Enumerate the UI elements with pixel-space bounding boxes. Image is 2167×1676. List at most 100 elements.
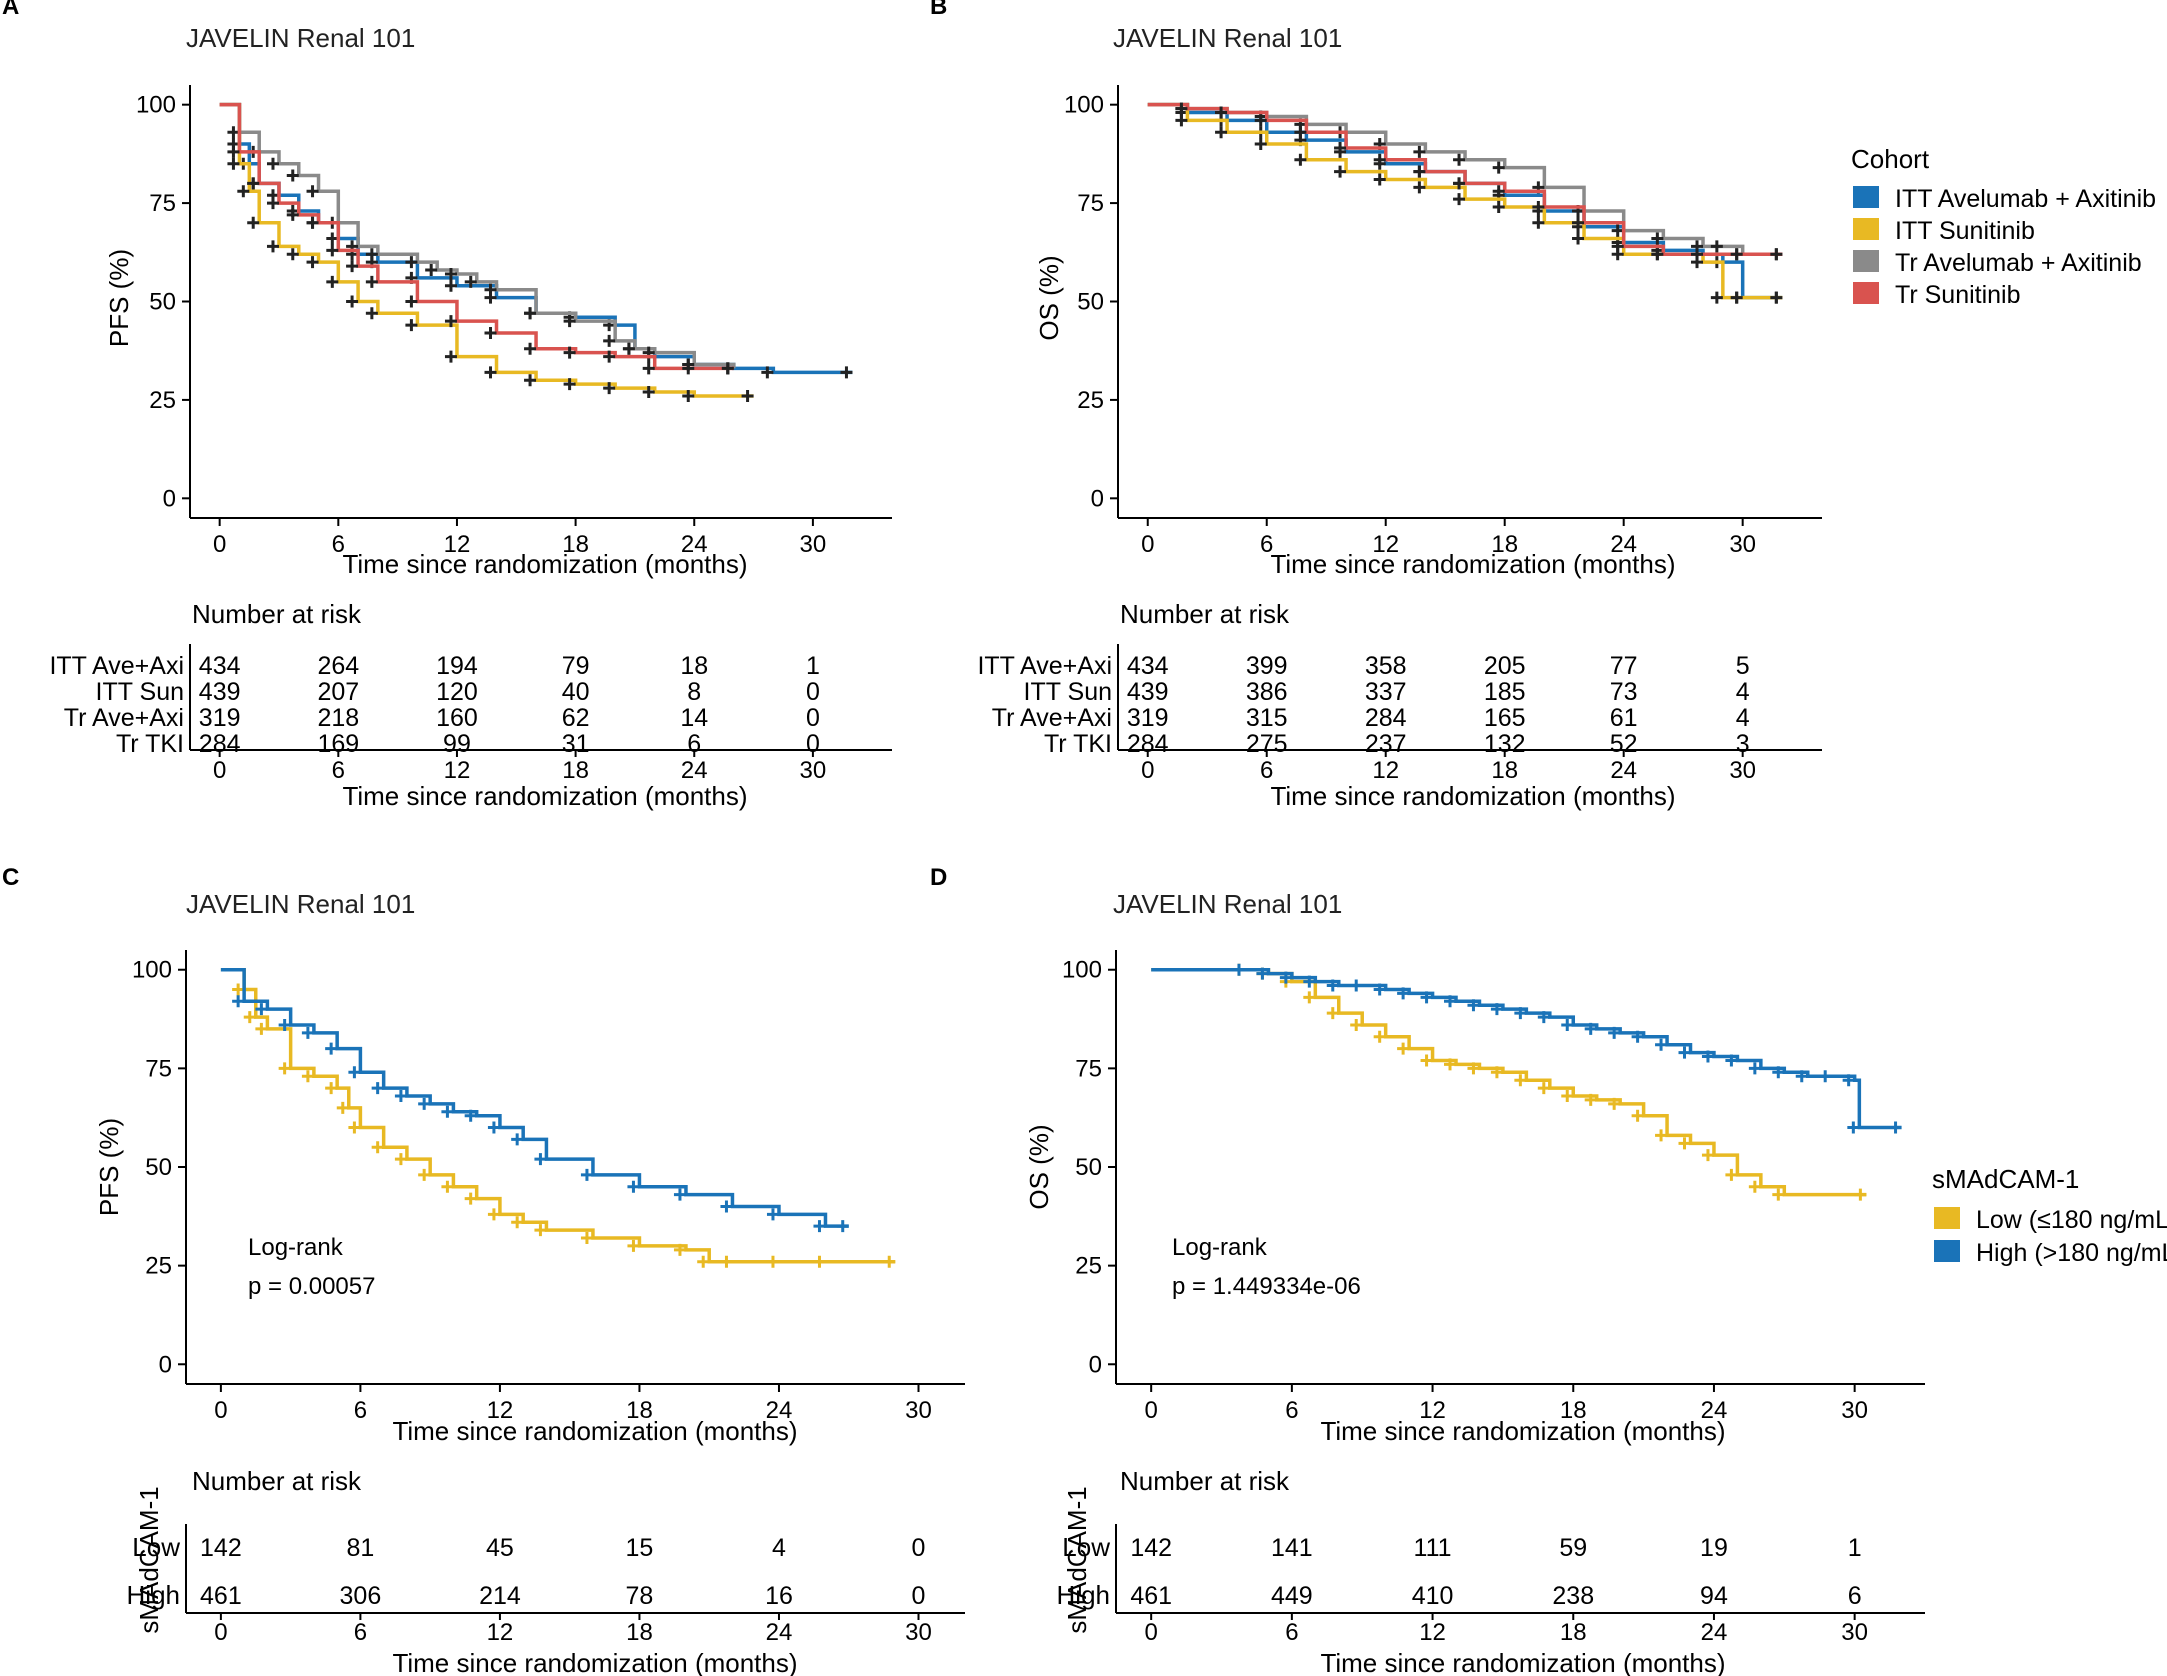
risk-row-label: ITT Ave+Axi [49, 652, 184, 680]
risk-value: 73 [1610, 678, 1638, 706]
censor-mark [243, 1011, 256, 1024]
km-curve-b-3 [1147, 102, 1783, 257]
risk-value: 142 [200, 1534, 242, 1562]
risk-row-label: ITT Sun [1024, 678, 1112, 706]
censor-mark [697, 1255, 710, 1268]
x-tick-label: 18 [626, 1397, 653, 1424]
censor-mark [1326, 979, 1339, 992]
censor-mark [418, 1097, 431, 1110]
censor-mark [1490, 1003, 1503, 1016]
panel-c-title: JAVELIN Renal 101 [186, 889, 415, 919]
risk-value: 79 [562, 652, 590, 680]
censor-mark [444, 267, 457, 280]
censor-mark [580, 1168, 593, 1181]
risk-value: 111 [1414, 1534, 1452, 1562]
panel-d-pvalue: p = 1.449334e-06 [1172, 1273, 1361, 1300]
censor-mark [511, 1133, 524, 1146]
risk-value: 81 [346, 1534, 374, 1562]
censor-mark [1730, 291, 1743, 304]
risk-value: 14 [680, 704, 708, 732]
risk-a-header: Number at risk [192, 599, 362, 629]
panel-a: 0 25 50 75 100 0 6 12 18 24 30 [136, 85, 892, 558]
y-tick-label: 25 [145, 1253, 172, 1280]
y-tick-label: 100 [1062, 957, 1102, 984]
censor-mark [627, 1239, 640, 1252]
risk-value: 18 [680, 652, 708, 680]
censor-mark [371, 1082, 384, 1095]
y-tick-label: 75 [1075, 1055, 1102, 1082]
risk-value: 306 [340, 1582, 382, 1610]
x-tick-label: 30 [1841, 1397, 1868, 1424]
censor-mark [1373, 1030, 1386, 1043]
censor-mark [441, 1105, 454, 1118]
risk-row-label: Tr Ave+Axi [64, 704, 184, 732]
censor-mark [1795, 1070, 1808, 1083]
risk-c-xlabel: Time since randomization (months) [392, 1648, 797, 1676]
censor-mark [682, 362, 695, 375]
km-curve-c-0 [220, 967, 896, 1264]
risk-row-label: ITT Ave+Axi [977, 652, 1112, 680]
risk-x-tick-label: 6 [332, 757, 345, 784]
censor-mark [1453, 193, 1466, 206]
censor-mark [306, 216, 319, 229]
y-tick-label: 0 [159, 1351, 172, 1378]
censor-mark [1279, 971, 1292, 984]
risk-x-tick-label: 0 [1144, 1619, 1157, 1646]
censor-mark [278, 1062, 291, 1075]
censor-mark [1453, 153, 1466, 166]
censor-mark [1584, 1093, 1597, 1106]
censor-mark [227, 145, 240, 158]
risk-value: 165 [1484, 704, 1526, 732]
risk-x-tick-label: 0 [214, 1619, 227, 1646]
censor-mark [524, 374, 537, 387]
censor-mark [1413, 181, 1426, 194]
censor-mark [1631, 1109, 1644, 1122]
risk-value: 6 [687, 730, 701, 758]
censor-mark [603, 334, 616, 347]
censor-mark [232, 995, 245, 1008]
censor-mark [761, 366, 774, 379]
censor-mark [1334, 165, 1347, 178]
y-tick-label: 25 [1075, 1253, 1102, 1280]
censor-mark [247, 177, 260, 190]
censor-mark [405, 295, 418, 308]
legend-cohort-swatch-3 [1853, 282, 1879, 304]
risk-value: 205 [1484, 652, 1526, 680]
risk-value: 337 [1365, 678, 1407, 706]
risk-x-tick-label: 12 [1372, 757, 1399, 784]
risk-x-tick-label: 30 [1729, 757, 1756, 784]
risk-row-label: Low [132, 1532, 180, 1562]
panel-c-pvalue: p = 0.00057 [248, 1273, 375, 1300]
censor-mark [346, 295, 359, 308]
censor-mark [673, 1243, 686, 1256]
risk-value: 77 [1610, 652, 1638, 680]
censor-mark [1537, 1011, 1550, 1024]
y-tick-label: 100 [132, 957, 172, 984]
censor-mark [1701, 1050, 1714, 1063]
censor-mark [1303, 975, 1316, 988]
censor-mark [1561, 1018, 1574, 1031]
censor-mark [1453, 177, 1466, 190]
risk-value: 78 [626, 1582, 654, 1610]
censor-mark [1584, 1022, 1597, 1035]
km-curve-d-0 [1151, 967, 1867, 1197]
legend-cohort-swatch-0 [1853, 186, 1879, 208]
censor-mark [394, 1089, 407, 1102]
legend-cohort-item-2: Tr Avelumab + Axitinib [1895, 249, 2142, 277]
censor-mark [1397, 987, 1410, 1000]
risk-value: 410 [1412, 1582, 1454, 1610]
censor-mark [1748, 1062, 1761, 1075]
censor-mark [1611, 224, 1624, 237]
risk-d-xlabel: Time since randomization (months) [1320, 1648, 1725, 1676]
y-tick-label: 0 [163, 485, 176, 512]
risk-c-header: Number at risk [192, 1466, 362, 1496]
censor-mark [642, 386, 655, 399]
risk-value: 4 [772, 1534, 786, 1562]
censor-mark [306, 256, 319, 269]
risk-x-tick-label: 18 [562, 757, 589, 784]
censor-mark [286, 169, 299, 182]
y-tick-label: 75 [149, 190, 176, 217]
risk-value: 358 [1365, 652, 1407, 680]
